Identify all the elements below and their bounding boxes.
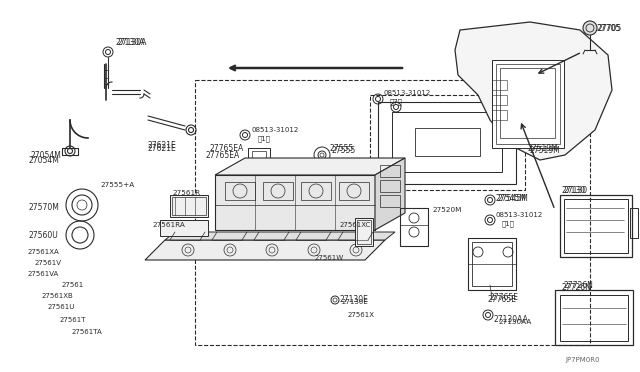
Bar (560, 295, 628, 341)
Text: 27561TA: 27561TA (72, 329, 103, 335)
Text: 27561XA: 27561XA (28, 249, 60, 255)
Text: 。7）: 。7） (390, 99, 403, 105)
Text: 27130: 27130 (564, 186, 588, 195)
Text: 27555+A: 27555+A (100, 182, 134, 188)
Text: 27130A: 27130A (117, 38, 147, 46)
Bar (160, 220, 208, 236)
Text: 27765E: 27765E (490, 294, 519, 302)
Text: 27765EA: 27765EA (206, 151, 240, 160)
Bar (248, 148, 270, 162)
Bar (492, 80, 507, 90)
Bar (301, 182, 331, 200)
Polygon shape (215, 175, 375, 230)
Text: 27545M: 27545M (498, 193, 529, 202)
Polygon shape (375, 158, 405, 230)
Bar (564, 199, 628, 253)
Text: 27130A: 27130A (115, 38, 145, 46)
Text: 27726N: 27726N (562, 282, 592, 292)
Bar (500, 68, 555, 138)
Bar (492, 110, 507, 120)
Text: 08513-31012: 08513-31012 (384, 90, 431, 96)
Text: 27561XC: 27561XC (340, 222, 371, 228)
Text: 27561XB: 27561XB (42, 293, 74, 299)
Text: 27561V: 27561V (35, 260, 62, 266)
Polygon shape (145, 240, 385, 260)
Bar (378, 102, 516, 184)
Text: 27520M: 27520M (432, 207, 461, 213)
Text: 27561R: 27561R (172, 190, 200, 196)
Bar (380, 195, 400, 207)
Bar (170, 195, 208, 217)
Bar (380, 180, 400, 192)
Text: 27561RA: 27561RA (152, 222, 185, 228)
Text: 27561T: 27561T (60, 317, 86, 323)
Text: 27130AA: 27130AA (494, 315, 529, 324)
Text: 27705: 27705 (598, 23, 622, 32)
Text: 27561X: 27561X (348, 312, 375, 318)
Text: 27545M: 27545M (496, 193, 527, 202)
Text: 27555: 27555 (330, 144, 355, 153)
Text: 27054M: 27054M (28, 155, 59, 164)
Bar (555, 290, 633, 345)
Circle shape (583, 21, 597, 35)
Polygon shape (165, 232, 395, 240)
Text: 27130E: 27130E (340, 295, 369, 305)
Bar (472, 242, 512, 286)
Text: 27561VA: 27561VA (28, 271, 60, 277)
Text: 27621E: 27621E (148, 144, 177, 153)
Bar (496, 64, 560, 144)
Bar (339, 182, 369, 200)
Text: 27705: 27705 (597, 23, 621, 32)
Bar (560, 195, 632, 257)
Bar (357, 220, 371, 244)
Text: 27570M: 27570M (28, 202, 59, 212)
Text: 08513-31012: 08513-31012 (496, 212, 543, 218)
Text: 27130AA: 27130AA (498, 319, 531, 325)
Bar (380, 165, 400, 177)
Bar (225, 182, 255, 200)
Text: 08513-31012: 08513-31012 (252, 127, 300, 133)
Text: 27765EA: 27765EA (210, 144, 244, 153)
Text: 27555: 27555 (332, 145, 356, 154)
Bar (263, 182, 293, 200)
Text: 27561: 27561 (62, 282, 84, 288)
Bar (370, 95, 525, 190)
Bar (492, 60, 564, 148)
Bar (492, 95, 507, 105)
Text: 27560U: 27560U (28, 231, 58, 240)
Bar (172, 197, 206, 215)
Text: JP7PM0R0: JP7PM0R0 (565, 357, 600, 363)
Text: 27561U: 27561U (48, 304, 76, 310)
Bar (400, 208, 428, 246)
Text: 27054M: 27054M (30, 151, 61, 160)
Text: 27765E: 27765E (488, 295, 517, 305)
Polygon shape (215, 158, 405, 175)
Bar (355, 218, 373, 246)
Text: 27130: 27130 (562, 186, 586, 195)
Polygon shape (455, 22, 612, 160)
Text: 27621E: 27621E (148, 141, 177, 150)
Text: 。1）: 。1） (258, 136, 271, 142)
Text: 27561W: 27561W (315, 255, 344, 261)
Text: 27519M: 27519M (528, 144, 559, 153)
Text: 27130E: 27130E (342, 299, 369, 305)
Bar (468, 238, 516, 290)
Bar (630, 208, 638, 238)
Bar (392, 112, 502, 172)
Text: 。1）: 。1） (502, 221, 515, 227)
Text: 27519M: 27519M (530, 145, 561, 154)
Bar (252, 151, 266, 159)
Text: 27726N: 27726N (564, 280, 594, 289)
Bar (195, 80, 590, 345)
Bar (415, 128, 480, 156)
